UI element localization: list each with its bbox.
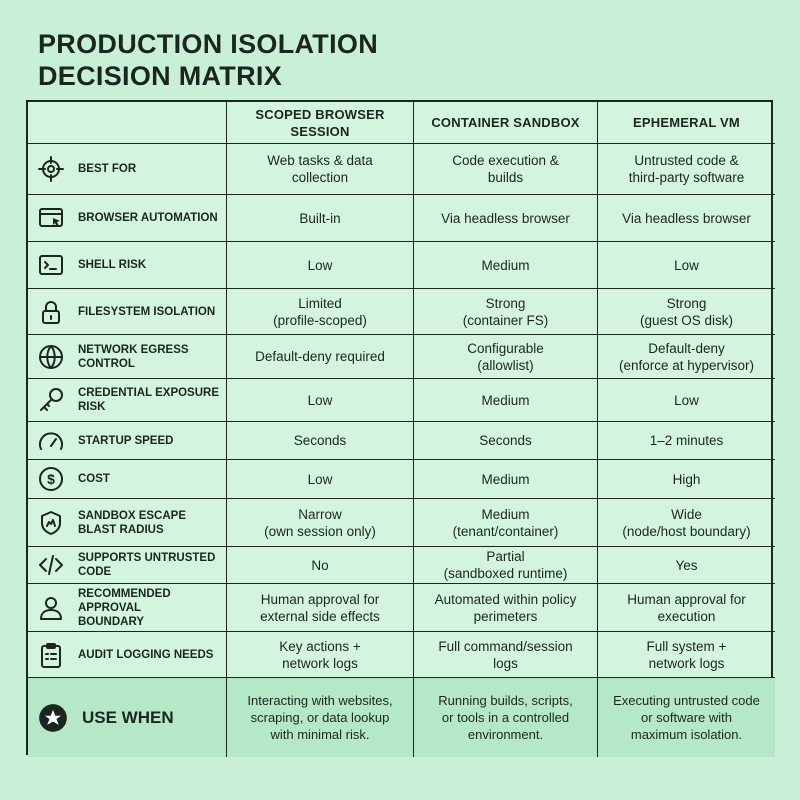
row-icon [39,555,63,575]
table-cell: Medium (tenant/container) [414,499,598,547]
table-cell: Human approval for external side effects [227,584,414,632]
row-icon [39,703,67,732]
row-label: CREDENTIAL EXPOSURE RISK [28,379,227,422]
table-cell: Seconds [414,422,598,460]
table-cell: No [227,547,414,584]
row-label: BROWSER AUTOMATION [28,195,227,242]
row-label-text: SHELL RISK [78,259,147,271]
table-cell: Low [598,242,775,289]
table-cell: Built-in [227,195,414,242]
table-cell: Medium [414,242,598,289]
table-cell: Via headless browser [414,195,598,242]
row-label-text: SANDBOX ESCAPE BLAST RADIUS [78,509,186,536]
table-cell: Default-deny (enforce at hypervisor) [598,335,775,379]
row-label: STARTUP SPEED [28,422,227,460]
row-label: RECOMMENDED APPROVAL BOUNDARY [28,584,227,632]
row-label-text: BROWSER AUTOMATION [78,212,218,224]
row-label-text: COST [78,473,110,485]
table-cell: Full system + network logs [598,632,775,678]
row-icon [39,431,63,450]
table-cell: Human approval for execution [598,584,775,632]
row-icon [41,510,61,535]
table-cell: Strong (container FS) [414,289,598,335]
row-label-text: FILESYSTEM ISOLATION [78,305,216,318]
row-icon [42,300,60,324]
row-label-text: NETWORK EGRESS CONTROL [78,343,189,370]
row-icon [39,208,63,227]
table-cell: Limited (profile-scoped) [227,289,414,335]
row-icon [41,642,61,668]
table-cell: Untrusted code & third-party software [598,144,775,195]
row-icon [39,344,63,369]
row-icon [40,596,62,620]
table-cell: Low [227,242,414,289]
table-cell: Medium [414,460,598,499]
table-cell: Low [227,379,414,422]
table-cell: Interacting with websites, scraping, or … [227,678,414,757]
row-label-text: CREDENTIAL EXPOSURE RISK [78,387,220,413]
table-cell: High [598,460,775,499]
table-cell: Seconds [227,422,414,460]
table-cell: Strong (guest OS disk) [598,289,775,335]
row-icon [38,156,64,182]
row-label: AUDIT LOGGING NEEDS [28,632,227,678]
table-cell: Configurable (allowlist) [414,335,598,379]
table-cell: Wide (node/host boundary) [598,499,775,547]
table-cell: Web tasks & data collection [227,144,414,195]
row-label-text: USE WHEN [82,707,174,727]
table-cell: Low [598,379,775,422]
table-cell: Medium [414,379,598,422]
row-label-text: STARTUP SPEED [78,434,174,447]
column-header: SCOPED BROWSER SESSION [227,102,414,144]
row-label-text: SUPPORTS UNTRUSTED CODE [78,552,216,578]
column-header: EPHEMERAL VM [598,102,775,144]
table-cell: Via headless browser [598,195,775,242]
table-cell: 1–2 minutes [598,422,775,460]
title: PRODUCTION ISOLATION DECISION MATRIX [38,29,378,91]
row-label: FILESYSTEM ISOLATION [28,289,227,335]
row-icon [40,388,63,411]
corner-cell [28,102,227,144]
table-cell: Executing untrusted code or software wit… [598,678,775,757]
table-cell: Full command/session logs [414,632,598,678]
row-label: BEST FOR [28,144,227,195]
table-cell: Narrow (own session only) [227,499,414,547]
column-header: CONTAINER SANDBOX [414,102,598,144]
row-label-text: AUDIT LOGGING NEEDS [78,648,214,661]
row-label: SUPPORTS UNTRUSTED CODE [28,547,227,584]
table-cell: Running builds, scripts, or tools in a c… [414,678,598,757]
row-label-text: BEST FOR [78,163,137,175]
row-icon: $ [39,467,63,491]
table-cell: Automated within policy perimeters [414,584,598,632]
table-cell: Code execution & builds [414,144,598,195]
row-label: SHELL RISK [28,242,227,289]
row-label: USE WHEN [28,678,227,757]
row-label: $ COST [28,460,227,499]
row-icon [39,255,63,275]
matrix-table: SCOPED BROWSER SESSION CONTAINER SANDBOX E… [26,100,775,757]
table-cell: Yes [598,547,775,584]
table-cell: Low [227,460,414,499]
table-cell: Default-deny required [227,335,414,379]
table-cell: Partial (sandboxed runtime) [414,547,598,584]
svg-text:$: $ [47,471,55,487]
table-cell: Key actions + network logs [227,632,414,678]
row-label: SANDBOX ESCAPE BLAST RADIUS [28,499,227,547]
row-label-text: RECOMMENDED APPROVAL BOUNDARY [78,587,171,628]
row-label: NETWORK EGRESS CONTROL [28,335,227,379]
